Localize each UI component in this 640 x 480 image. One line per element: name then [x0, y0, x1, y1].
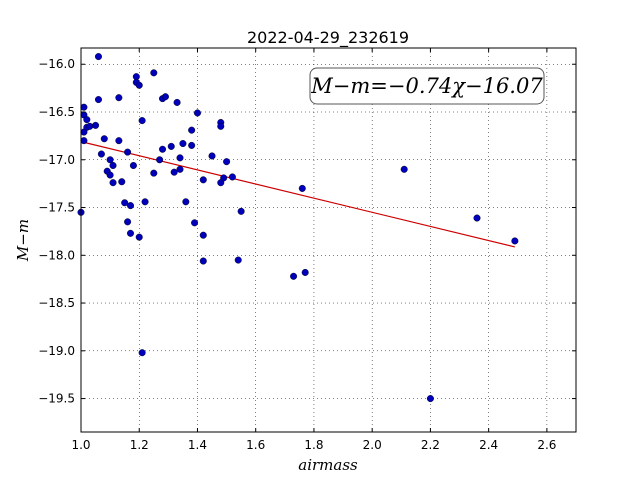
- data-point: [188, 141, 196, 149]
- data-point: [228, 173, 236, 181]
- y-tick-label: −18.5: [38, 296, 75, 310]
- data-point: [188, 126, 196, 134]
- data-point: [150, 69, 158, 77]
- data-point: [94, 96, 102, 104]
- x-tick-label: 1.4: [188, 438, 207, 452]
- y-tick-label: −18.0: [38, 248, 75, 262]
- x-tick-label: 2.6: [537, 438, 556, 452]
- y-tick-label: −19.5: [38, 392, 75, 406]
- data-point: [109, 161, 117, 169]
- data-points: [77, 53, 519, 403]
- fit-line: [80, 141, 515, 248]
- data-point: [301, 268, 309, 276]
- data-point: [191, 219, 199, 227]
- data-point: [223, 158, 231, 166]
- data-point: [159, 145, 167, 153]
- data-point: [80, 103, 88, 111]
- data-point: [161, 93, 169, 101]
- x-axis-label: airmass: [298, 456, 358, 474]
- x-tick-label: 2.2: [421, 438, 440, 452]
- data-point: [94, 53, 102, 61]
- data-point: [473, 214, 481, 222]
- y-tick-label: −16.5: [38, 105, 75, 119]
- data-point: [138, 117, 146, 125]
- data-point: [126, 202, 134, 210]
- data-point: [150, 169, 158, 177]
- data-point: [426, 395, 434, 403]
- data-point: [511, 237, 519, 245]
- data-point: [170, 168, 178, 176]
- data-point: [106, 171, 114, 179]
- annotation-box: [309, 67, 545, 105]
- data-point: [126, 229, 134, 237]
- data-point: [135, 233, 143, 241]
- data-point: [176, 154, 184, 162]
- data-point: [208, 152, 216, 160]
- annotation-text: M−m=−0.74χ−16.07: [310, 74, 543, 98]
- data-point: [138, 349, 146, 357]
- data-point: [83, 116, 91, 124]
- data-point: [298, 184, 306, 192]
- plot-area: [81, 48, 576, 432]
- chart-title: 2022-04-29_232619: [247, 28, 409, 48]
- data-point: [129, 161, 137, 169]
- data-point: [135, 81, 143, 89]
- data-point: [220, 174, 228, 182]
- data-point: [199, 231, 207, 239]
- data-point: [141, 198, 149, 206]
- x-tick-label: 2.4: [479, 438, 498, 452]
- data-point: [217, 122, 225, 130]
- x-tick-label: 1.6: [246, 438, 265, 452]
- data-point: [156, 156, 164, 164]
- y-tick-label: −17.5: [38, 201, 75, 215]
- plot-frame: [80, 47, 577, 433]
- data-point: [176, 165, 184, 173]
- data-point: [199, 176, 207, 184]
- data-point: [92, 121, 100, 129]
- data-point: [400, 165, 408, 173]
- data-point: [173, 98, 181, 106]
- data-point: [290, 272, 298, 280]
- data-point: [118, 178, 126, 186]
- data-point: [199, 257, 207, 265]
- data-point: [193, 109, 201, 117]
- data-point: [167, 142, 175, 150]
- data-point: [100, 135, 108, 143]
- y-tick-label: −16.0: [38, 57, 75, 71]
- data-point: [97, 150, 105, 158]
- data-point: [124, 148, 132, 156]
- grid: [81, 48, 576, 432]
- data-point: [124, 218, 132, 226]
- x-tick-label: 1.0: [71, 438, 90, 452]
- data-point: [121, 199, 129, 207]
- data-point: [179, 140, 187, 148]
- data-point: [234, 256, 242, 264]
- data-point: [115, 137, 123, 145]
- equation-annotation: M−m=−0.74χ−16.07: [309, 67, 545, 105]
- data-point: [115, 94, 123, 102]
- axis-ticks: 1.0 1.2 1.4 1.6 1.8 2.0 2.2 2.4 2.6 −16.0 −16.5 −17…: [38, 48, 576, 452]
- x-tick-label: 1.8: [304, 438, 323, 452]
- data-point: [106, 156, 114, 164]
- data-point: [86, 122, 94, 130]
- x-tick-label: 2.0: [363, 438, 382, 452]
- data-point: [109, 179, 117, 187]
- data-point: [80, 137, 88, 145]
- y-axis-label: M−m: [14, 219, 32, 262]
- y-tick-label: −17.0: [38, 153, 75, 167]
- y-tick-label: −19.0: [38, 344, 75, 358]
- data-point: [237, 207, 245, 215]
- data-point: [182, 198, 190, 206]
- x-tick-label: 1.2: [130, 438, 149, 452]
